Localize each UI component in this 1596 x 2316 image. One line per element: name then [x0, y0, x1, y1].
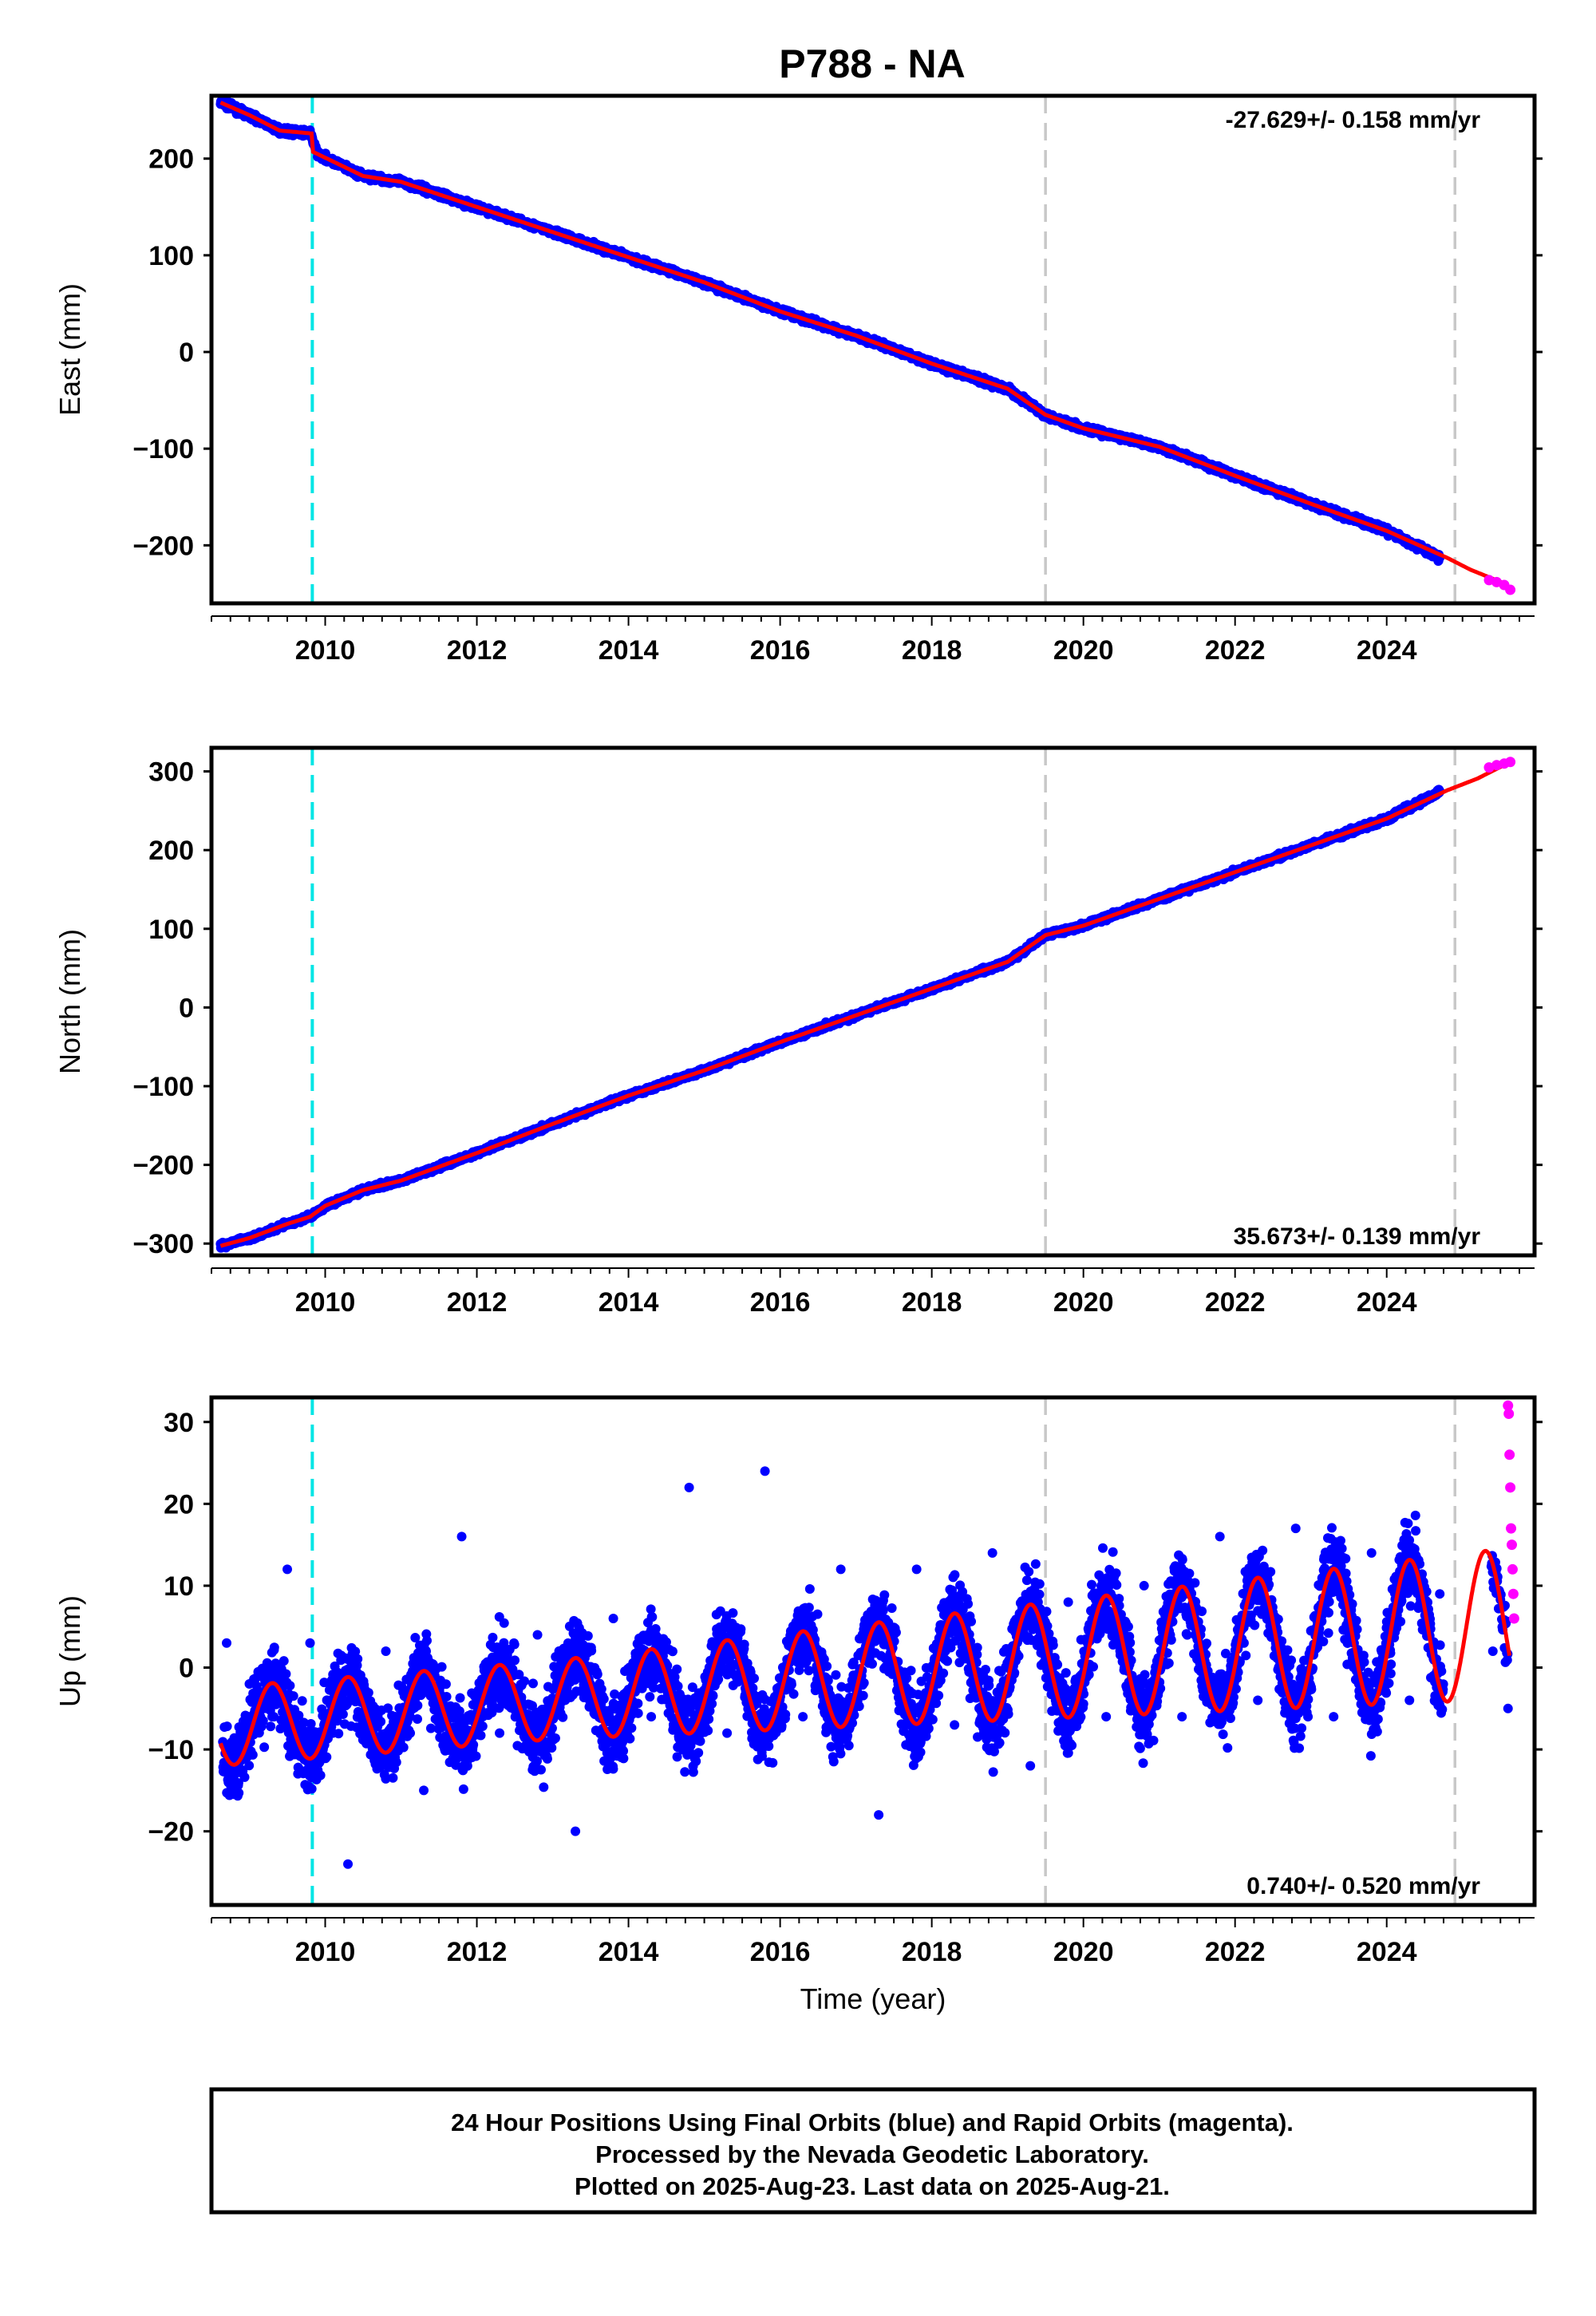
- panel-east: 2010 2012 2014 2016 2018 2020 2022 2024 −200 −100…: [53, 93, 1543, 666]
- model-line-east: [219, 101, 1509, 587]
- y-tick-label: 200: [148, 144, 194, 175]
- plot-frame-east: [209, 93, 1537, 606]
- x-tick-label: 2020: [1053, 635, 1114, 666]
- x-tick-label: 2010: [295, 635, 356, 666]
- x-tick-label: 2022: [1205, 635, 1266, 666]
- y-axis-east: −200 −100 0 100 200: [132, 144, 1543, 561]
- x-tick-label: 2014: [598, 635, 659, 666]
- x-tick-label: 2024: [1357, 635, 1417, 666]
- figure-title: P788 - NA: [779, 41, 965, 86]
- panel-north: 2010 2012 2014 2016 2018 2020 2022 2024−300−200…: [53, 745, 1543, 1318]
- y-tick-label: −200: [132, 531, 194, 561]
- y-tick-label: −100: [132, 434, 194, 464]
- rapid-orbit-points-east: [1483, 575, 1516, 595]
- panels: 2010 2012 2014 2016 2018 2020 2022 2024 −200 −100…: [53, 93, 1543, 2015]
- y-tick-label: 100: [148, 241, 194, 271]
- x-tick-label: 2016: [750, 635, 811, 666]
- rapid-point: [1505, 584, 1516, 595]
- final-orbit-points-east: [215, 96, 1445, 566]
- x-tick-label: 2018: [902, 635, 962, 666]
- y-axis-label-east: East (mm): [53, 283, 86, 416]
- plot-area-east: [215, 96, 1516, 603]
- y-tick-label: 0: [179, 338, 194, 368]
- x-axis-east: 2010 2012 2014 2016 2018 2020 2022 2024: [211, 615, 1535, 666]
- plot-area-north: [215, 748, 1516, 1255]
- x-tick-label: 2012: [447, 635, 508, 666]
- rate-label-east: -27.629+/- 0.158 mm/yr: [1226, 107, 1481, 133]
